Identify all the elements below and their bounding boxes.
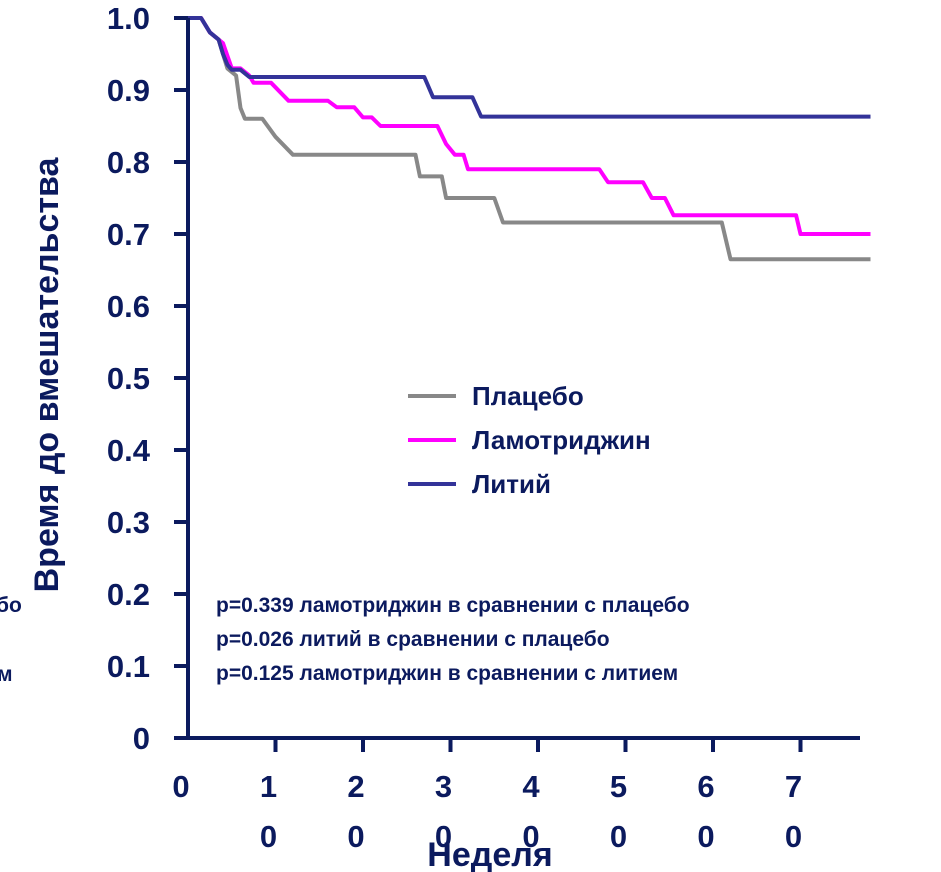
y-tick-label: 0.8 bbox=[107, 145, 150, 180]
y-tick-label: 1.0 bbox=[107, 1, 150, 36]
legend-label: Плацебо bbox=[472, 381, 584, 411]
legend-label: Ламотриджин bbox=[472, 425, 651, 455]
x-ticks: 0 1 0 2 0 3 0 4 0 5 0 6 0 7 0 bbox=[172, 738, 803, 854]
y-tick-label: 0.1 bbox=[107, 649, 150, 684]
edge-text-2: м bbox=[0, 663, 13, 686]
y-tick-label: 0 bbox=[133, 721, 150, 756]
p-value-annotations: p=0.339 ламотриджин в сравнении с плацеб… bbox=[216, 594, 690, 685]
y-tick-label: 0.7 bbox=[107, 217, 150, 252]
y-tick-label: 0.3 bbox=[107, 505, 150, 540]
annotation-text: p=0.125 ламотриджин в сравнении с литием bbox=[216, 662, 678, 685]
x-tick-label: 1 bbox=[260, 769, 277, 804]
y-tick-label: 0.4 bbox=[107, 433, 151, 468]
y-ticks: 0 0.1 0.2 0.3 0.4 0.5 0.6 0.7 0.8 0.9 1.0 bbox=[107, 1, 188, 756]
y-tick-label: 0.9 bbox=[107, 73, 150, 108]
series-line bbox=[188, 16, 871, 236]
x-axis-title: Неделя bbox=[427, 836, 552, 872]
x-tick-label: 6 bbox=[697, 769, 714, 804]
legend: Плацебо Ламотриджин Литий bbox=[408, 381, 651, 499]
series-line bbox=[188, 16, 871, 262]
x-tick-label: 0 bbox=[610, 819, 627, 854]
x-tick-label: 0 bbox=[435, 819, 452, 854]
x-tick-label: 0 bbox=[697, 819, 714, 854]
y-tick-label: 0.6 bbox=[107, 289, 150, 324]
y-axis-title: Время до вмешательства bbox=[28, 157, 66, 593]
annotation-text: p=0.026 литий в сравнении с плацебо bbox=[216, 628, 610, 651]
x-tick-label: 3 bbox=[435, 769, 452, 804]
x-tick-label: 4 bbox=[522, 769, 540, 804]
series-line bbox=[188, 16, 871, 119]
x-tick-label: 0 bbox=[785, 819, 802, 854]
y-tick-label: 0.2 bbox=[107, 577, 150, 612]
edge-text-1: бо bbox=[0, 594, 22, 617]
x-tick-label: 2 bbox=[347, 769, 364, 804]
survival-curves bbox=[188, 16, 871, 262]
legend-label: Литий bbox=[472, 469, 551, 499]
x-tick-label: 0 bbox=[172, 769, 189, 804]
x-tick-label: 0 bbox=[522, 819, 539, 854]
x-tick-label: 7 bbox=[785, 769, 802, 804]
x-tick-label: 0 bbox=[347, 819, 364, 854]
x-tick-label: 0 bbox=[260, 819, 277, 854]
x-tick-label: 5 bbox=[610, 769, 627, 804]
annotation-text: p=0.339 ламотриджин в сравнении с плацеб… bbox=[216, 594, 690, 617]
y-tick-label: 0.5 bbox=[107, 361, 150, 396]
